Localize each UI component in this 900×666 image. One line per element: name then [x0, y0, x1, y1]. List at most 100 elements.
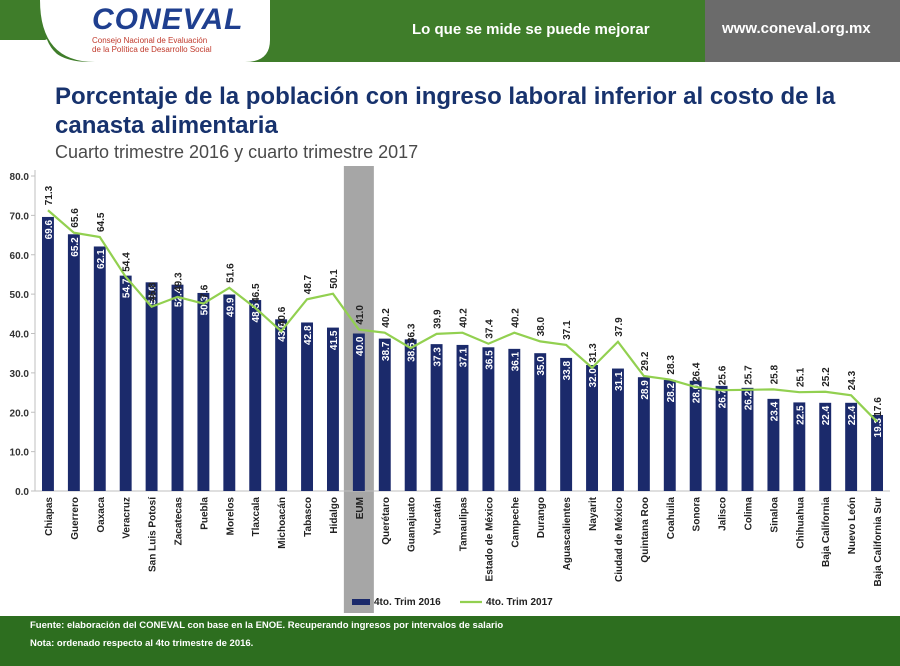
line-value-label: 38.0	[536, 316, 547, 336]
bar-value-label: 31.1	[614, 371, 625, 391]
bar-value-label: 32.0	[588, 368, 599, 388]
bar-2016	[534, 353, 547, 491]
line-value-label: 29.2	[640, 351, 651, 371]
bar-value-label: 22.4	[821, 405, 832, 425]
category-label: Tabasco	[303, 497, 314, 537]
category-label: Ciudad de México	[614, 497, 625, 582]
category-label: Hidalgo	[329, 497, 340, 534]
category-label: Campeche	[510, 497, 521, 548]
line-value-label: 25.7	[744, 365, 755, 385]
bar-value-label: 42.8	[303, 325, 314, 345]
bar-value-label: 36.5	[484, 350, 495, 370]
bar-value-label: 50.3	[199, 296, 210, 316]
bar-2016	[871, 415, 884, 491]
bar-2016	[404, 339, 417, 491]
bar-value-label: 54.7	[122, 278, 133, 298]
bar-value-label: 65.2	[70, 237, 81, 257]
category-label: Guerrero	[70, 497, 81, 540]
line-value-label: 39.9	[433, 309, 444, 329]
bar-value-label: 53.0	[148, 285, 159, 305]
category-label: Durango	[536, 497, 547, 538]
y-tick-label: 80.0	[10, 172, 30, 183]
bar-value-label: 26.7	[718, 388, 729, 408]
line-value-label: 49.3	[174, 272, 185, 292]
category-label: Sonora	[692, 497, 703, 532]
logo-text: CONEVAL	[92, 3, 244, 36]
bar-value-label: 37.3	[433, 347, 444, 367]
bar-value-label: 49.9	[225, 297, 236, 317]
line-value-label: 40.6	[277, 306, 288, 326]
bar-value-label: 38.7	[381, 341, 392, 361]
category-label: Querétaro	[381, 497, 392, 545]
bar-2016	[275, 319, 288, 491]
line-value-label: 24.3	[847, 370, 858, 390]
y-tick-label: 70.0	[10, 211, 30, 222]
bar-value-label: 28.0	[692, 383, 703, 403]
line-value-label: 25.2	[821, 367, 832, 387]
line-value-label: 7.6	[199, 284, 210, 298]
bar-2016	[663, 379, 676, 491]
chart-title: Porcentaje de la población con ingreso l…	[55, 83, 836, 139]
y-tick-label: 10.0	[10, 448, 30, 459]
bar-value-label: 48.5	[251, 303, 262, 323]
category-label: Quintana Roo	[640, 497, 651, 563]
bar-value-label: 62.1	[96, 249, 107, 269]
bar-value-label: 40.0	[355, 336, 366, 356]
y-tick-label: 50.0	[10, 290, 30, 301]
line-value-label: 41.0	[355, 305, 366, 325]
line-value-label: 50.1	[329, 269, 340, 289]
category-label: Nayarit	[588, 496, 599, 531]
line-value-label: 37.9	[614, 317, 625, 337]
footer: Fuente: elaboración del CONEVAL con base…	[0, 616, 900, 666]
line-value-label: 40.2	[459, 308, 470, 328]
line-value-label: 51.6	[225, 263, 236, 283]
y-tick-label: 0.0	[15, 487, 29, 498]
category-label: Estado de México	[484, 497, 495, 581]
category-label: Baja California	[821, 497, 832, 567]
bar-2016	[611, 368, 624, 491]
bar-2016	[819, 402, 832, 491]
bar-value-label: 22.4	[847, 405, 858, 425]
bar-2016	[249, 300, 262, 491]
bar-2016	[352, 333, 365, 491]
bar-2016	[560, 357, 573, 491]
line-value-label: 25.6	[718, 365, 729, 385]
line-value-label: 17.6	[873, 397, 884, 417]
y-tick-label: 60.0	[10, 251, 30, 262]
bar-value-label: 28.9	[640, 380, 651, 400]
bar-2016	[508, 348, 521, 491]
bar-2016	[741, 387, 754, 491]
line-value-label: 71.3	[44, 185, 55, 205]
logo-subtitle-2: de la Política de Desarrollo Social	[92, 45, 212, 54]
category-label: Oaxaca	[96, 497, 107, 533]
bar-2016	[93, 246, 106, 491]
category-label: Morelos	[225, 497, 236, 536]
bar-value-label: 22.5	[795, 405, 806, 425]
line-value-label: 64.5	[96, 212, 107, 232]
line-value-label: 40.2	[510, 308, 521, 328]
bar-value-label: 33.8	[562, 360, 573, 380]
bar-value-label: 37.1	[459, 347, 470, 367]
bar-value-label: 28.2	[666, 383, 677, 403]
line-value-label: 46.5	[251, 283, 262, 303]
footer-source: Fuente: elaboración del CONEVAL con base…	[30, 620, 504, 631]
bar-2016	[845, 402, 858, 491]
category-label: Baja California Sur	[873, 497, 884, 587]
bar-value-label: 19.3	[873, 418, 884, 438]
line-value-label: 37.4	[484, 319, 495, 339]
website-url: www.coneval.org.mx	[722, 20, 871, 37]
bar-value-label: 69.6	[44, 220, 55, 240]
bar-2016	[119, 275, 132, 491]
bar-value-label: 41.5	[329, 330, 340, 350]
bar-value-label: 36.1	[510, 351, 521, 371]
category-label: Tamaulipas	[459, 497, 470, 552]
category-label: Coahuila	[666, 497, 677, 540]
bar-2016	[223, 294, 236, 491]
category-label: EUM	[355, 497, 366, 519]
bar-2016	[689, 380, 702, 491]
bar-2016	[586, 365, 599, 491]
chart-subtitle: Cuarto trimestre 2016 y cuarto trimestre…	[55, 142, 419, 162]
category-label: Michoacán	[277, 497, 288, 549]
line-value-label: 31.3	[588, 343, 599, 363]
category-label: Aguascalientes	[562, 497, 573, 571]
